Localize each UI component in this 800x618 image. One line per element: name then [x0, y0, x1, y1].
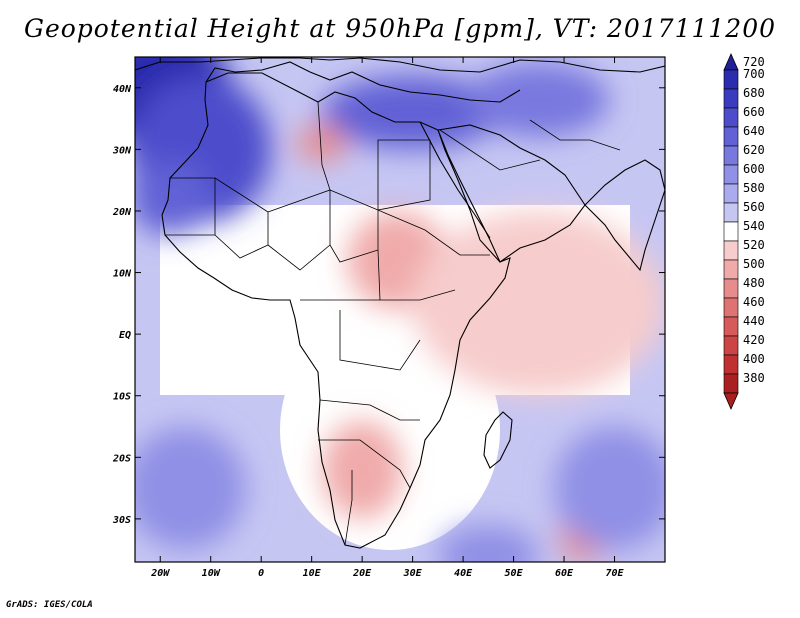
madagascar-coast: [483, 411, 513, 469]
mediterranean-coast: [205, 61, 521, 103]
colorbar-swatch: [723, 202, 739, 223]
lat-tick-label: 20N: [112, 207, 132, 218]
india-coast: [584, 159, 665, 272]
colorbar-swatch: [723, 354, 739, 375]
colorbar-swatch: [723, 69, 739, 90]
border-line: [165, 177, 216, 236]
axis-ticks: 40N 30N 20N 10N EQ 10S 20S 30S 20W 10W 0 10E 20E 30E 4…: [112, 57, 665, 579]
lon-tick-label: 10E: [303, 568, 322, 579]
colorbar-swatch: [723, 183, 739, 204]
colorbar-swatch: [723, 221, 739, 242]
colorbar-swatch: [723, 278, 739, 299]
lon-tick-label: 50E: [505, 568, 524, 579]
lat-tick-label: 10S: [113, 392, 131, 403]
lat-tick-label: 40N: [113, 84, 132, 95]
border-line: [318, 439, 411, 489]
lat-tick-label: 30N: [112, 145, 132, 156]
colorbar-level-label: 700: [743, 67, 765, 81]
field-blob: [412, 210, 665, 396]
arabian-peninsula-coast: [437, 124, 586, 263]
colorbar-level-label: 720: [743, 55, 765, 69]
colorbar-level-label: 420: [743, 333, 765, 347]
lat-tick-label: 20S: [112, 453, 131, 464]
colorbar-swatch: [723, 259, 739, 280]
chart-title: Geopotential Height at 950hPa [gpm], VT:…: [23, 14, 777, 43]
grads-credit: GrADS: IGES/COLA: [6, 600, 93, 610]
field-blob: [321, 420, 403, 519]
border-line: [529, 119, 621, 151]
colorbar-level-label: 400: [743, 352, 765, 366]
field-blob: [321, 75, 504, 150]
colorbar-level-label: 460: [743, 295, 765, 309]
colorbar-swatch: [723, 316, 739, 337]
lon-tick-label: 40E: [454, 568, 473, 579]
field-blob: [296, 124, 347, 162]
colorbar-swatch: [723, 240, 739, 261]
lon-tick-label: 20W: [150, 568, 170, 579]
plot-frame: [134, 56, 666, 563]
lon-tick-label: 10W: [202, 568, 221, 579]
europe-coast: [135, 57, 665, 73]
colorbar-swatch: [723, 373, 739, 394]
field-blob: [468, 63, 610, 138]
field-blobs: [135, 57, 665, 562]
colorbar-top-arrow: [723, 53, 739, 71]
border-line: [344, 470, 353, 546]
lon-tick-label: 20E: [352, 568, 372, 579]
colorbar-level-label: 680: [743, 86, 765, 100]
colorbar-swatch: [723, 297, 739, 318]
lat-tick-label: 30S: [112, 515, 131, 526]
border-line: [317, 101, 331, 191]
lat-tick-label: EQ: [119, 330, 131, 341]
lon-tick-label: 70E: [605, 568, 624, 579]
lat-tick-label: 10N: [113, 269, 132, 280]
border-line: [339, 310, 421, 371]
lon-tick-label: 60E: [555, 568, 574, 579]
colorbar-level-label: 640: [743, 124, 765, 138]
colorbar-level-label: 540: [743, 219, 765, 233]
colorbar-level-label: 480: [743, 276, 765, 290]
colorbar-swatch: [723, 164, 739, 185]
colorbar-level-label: 520: [743, 238, 765, 252]
colorbar-swatch: [723, 126, 739, 147]
colorbar-swatch: [723, 335, 739, 356]
colorbar-level-label: 440: [743, 314, 765, 328]
colorbar-level-label: 620: [743, 143, 765, 157]
colorbar-swatch: [723, 145, 739, 166]
colorbar-bottom-arrow: [723, 392, 739, 410]
border-line: [377, 139, 431, 211]
colorbar-level-label: 600: [743, 162, 765, 176]
country-borders: [165, 101, 621, 546]
colorbar-swatch: [723, 107, 739, 128]
colorbar-level-label: 500: [743, 257, 765, 271]
colorbar-swatch: [723, 88, 739, 109]
border-line: [439, 129, 541, 171]
colorbar-level-label: 380: [743, 371, 765, 385]
field-blob: [135, 161, 211, 236]
border-line: [319, 399, 420, 421]
colorbar-level-label: 580: [743, 181, 765, 195]
field-blob: [135, 426, 247, 550]
coastlines: [135, 57, 665, 549]
colorbar-level-label: 660: [743, 105, 765, 119]
field-blob: [553, 426, 665, 550]
colorbar-level-label: 560: [743, 200, 765, 214]
field-blob: [437, 525, 539, 562]
red-sea-coast: [419, 121, 491, 239]
lon-tick-label: 0: [258, 568, 264, 579]
height-field: [135, 57, 665, 562]
lon-tick-label: 30E: [403, 568, 423, 579]
border-line: [377, 249, 456, 301]
border-line: [377, 209, 490, 256]
